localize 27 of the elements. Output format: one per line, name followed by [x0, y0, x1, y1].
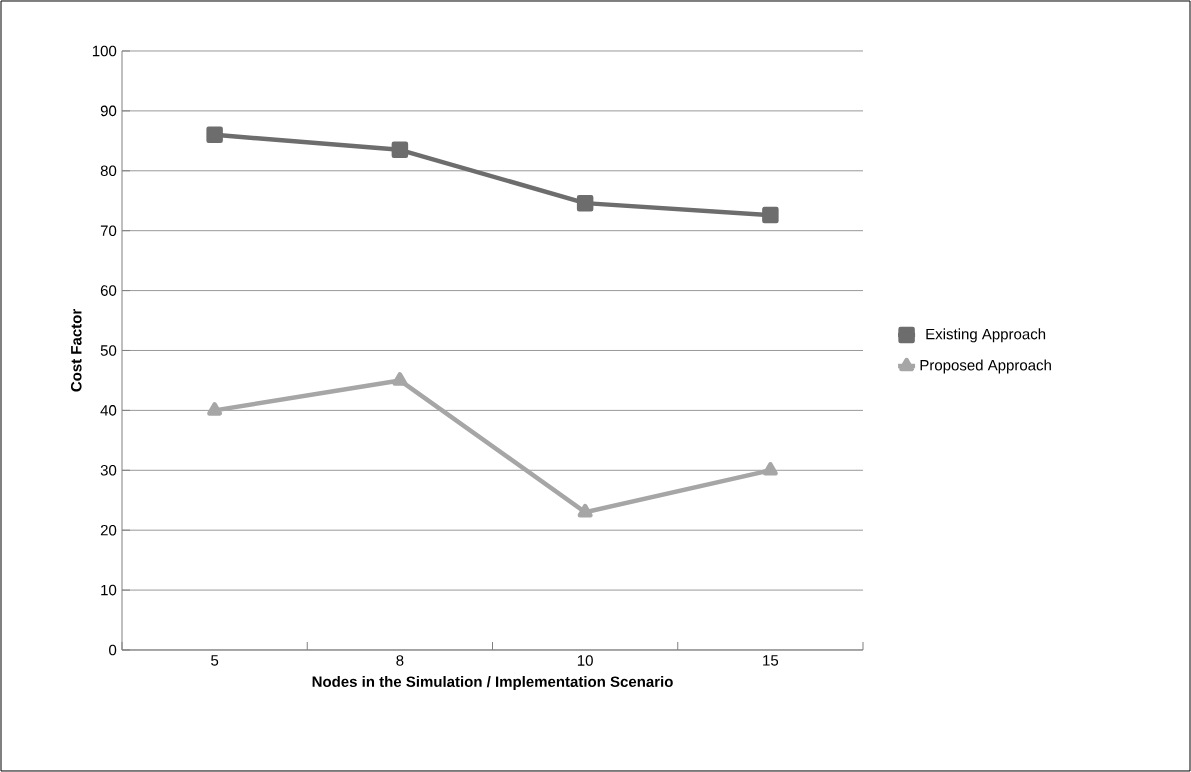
point — [207, 402, 223, 416]
y-tick-label: 50 — [100, 345, 117, 356]
y-tick-label: 60 — [100, 285, 117, 296]
y-tick-label: 10 — [101, 584, 117, 596]
y-tick-label: 40 — [100, 405, 117, 416]
point — [576, 194, 594, 212]
y-tick-label: 90 — [100, 105, 117, 117]
y-tick-label: 30 — [100, 464, 117, 476]
x-tick-label: 5 — [211, 655, 219, 666]
y-axis-title: Cost Factor — [70, 309, 82, 392]
point — [577, 503, 593, 518]
x-tick-label: 15 — [763, 655, 779, 666]
x-axis-title: Nodes in the Simulation / Implementation Scenario — [312, 676, 673, 690]
y-tick-label: 80 — [100, 165, 117, 177]
x-tick-label: 10 — [577, 655, 593, 666]
x-tick-label: 8 — [396, 655, 404, 666]
y-tick-label: 100 — [92, 45, 117, 57]
y-tick-label: 0 — [109, 644, 117, 656]
y-tick-label: 70 — [100, 225, 117, 236]
legend-label: Proposed Approach — [920, 359, 1051, 374]
point — [762, 462, 778, 476]
y-tick-label: 20 — [100, 524, 117, 536]
point — [391, 141, 409, 159]
point — [762, 206, 779, 224]
legend-label: Existing Approach — [926, 328, 1046, 343]
point — [206, 126, 223, 144]
point — [392, 372, 408, 386]
